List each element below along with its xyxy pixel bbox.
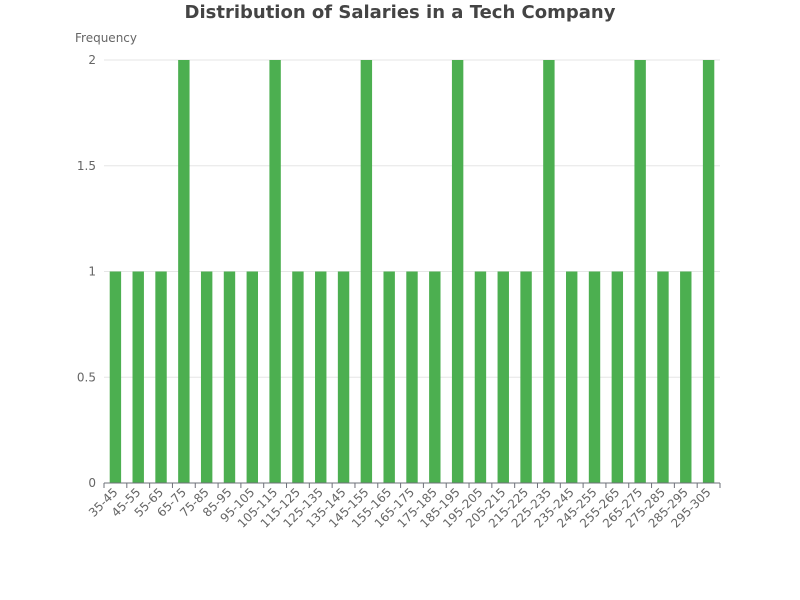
bar — [702, 60, 715, 483]
bar — [680, 271, 692, 483]
bar — [429, 271, 441, 483]
y-axis-title: Frequency — [75, 31, 137, 45]
bar — [383, 271, 395, 483]
bar — [566, 271, 578, 483]
bar — [315, 271, 327, 483]
bar — [155, 271, 167, 483]
bar — [406, 271, 418, 483]
chart-title: Distribution of Salaries in a Tech Compa… — [184, 2, 616, 23]
bar — [497, 271, 509, 483]
bar — [246, 271, 258, 483]
bar — [360, 60, 373, 483]
bar — [337, 271, 350, 483]
bar — [657, 271, 669, 483]
y-tick-label: 2 — [88, 53, 96, 67]
y-tick-label: 0 — [88, 476, 96, 490]
bar — [451, 60, 464, 483]
bar — [269, 60, 281, 483]
y-tick-label: 1 — [88, 265, 96, 279]
bar — [634, 60, 646, 483]
bar — [543, 60, 555, 483]
bar — [178, 60, 190, 483]
y-tick-label: 1.5 — [77, 159, 96, 173]
bar — [109, 271, 122, 483]
y-tick-label: 0.5 — [77, 370, 96, 384]
bar — [588, 271, 601, 483]
bar — [520, 271, 532, 483]
bar — [292, 271, 304, 483]
bar — [132, 271, 144, 483]
bar — [200, 271, 213, 483]
bar — [611, 271, 624, 483]
bar — [223, 271, 236, 483]
axes: 00.511.5235-4545-5555-6565-7575-8585-959… — [77, 53, 721, 531]
bar — [474, 271, 487, 483]
bars — [109, 60, 715, 483]
